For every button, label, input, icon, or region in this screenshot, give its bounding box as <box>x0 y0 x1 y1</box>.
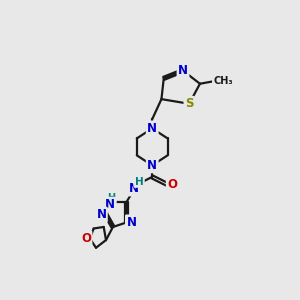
Text: O: O <box>81 232 91 245</box>
Text: N: N <box>178 64 188 77</box>
Text: H: H <box>107 193 116 203</box>
Text: S: S <box>185 97 194 110</box>
Text: N: N <box>126 216 136 229</box>
Text: N: N <box>147 159 157 172</box>
Text: N: N <box>96 208 106 221</box>
Text: N: N <box>105 198 115 211</box>
Text: O: O <box>167 178 177 191</box>
Text: N: N <box>147 122 157 135</box>
Text: CH₃: CH₃ <box>213 76 233 86</box>
Text: N: N <box>129 182 139 195</box>
Text: H: H <box>135 176 143 187</box>
